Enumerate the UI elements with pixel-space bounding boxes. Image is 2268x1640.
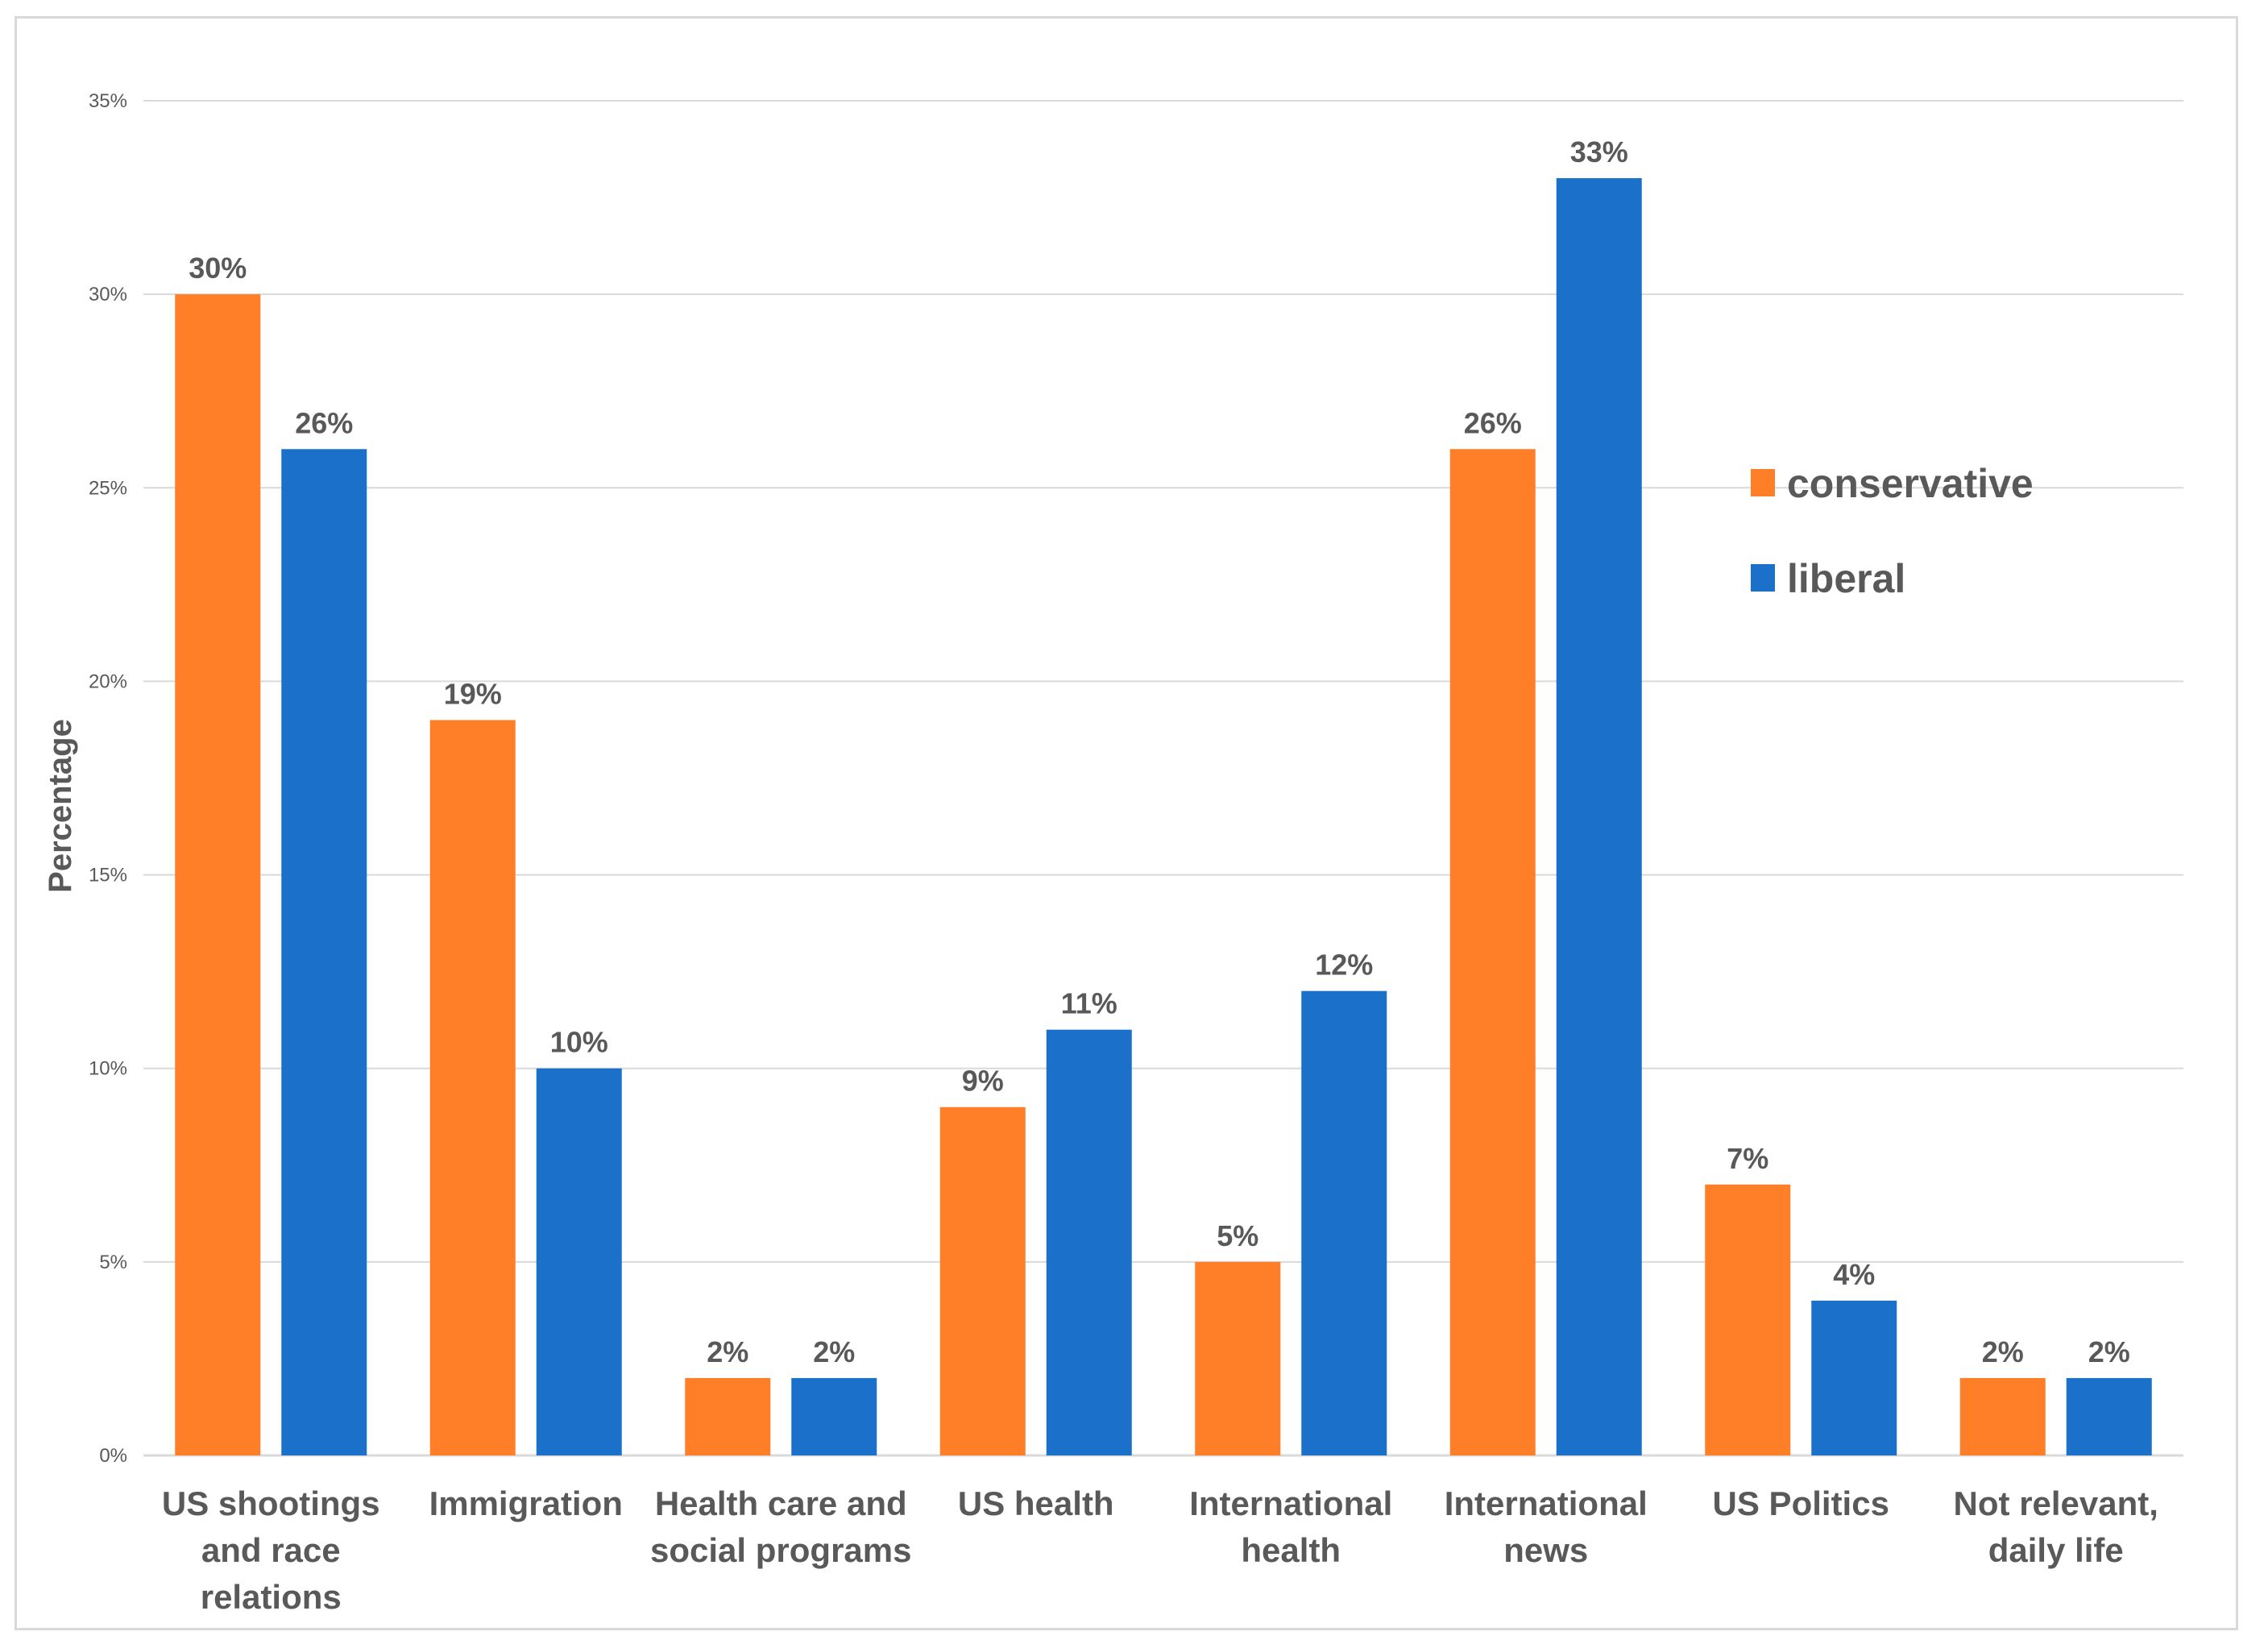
- bar-conservative: [685, 1377, 771, 1455]
- category-label: US Politics: [1713, 1484, 1889, 1522]
- data-label-liberal: 26%: [295, 406, 353, 439]
- category-label: US shootings and race relations: [162, 1484, 380, 1616]
- legend-swatch-liberal: [1751, 564, 1775, 592]
- data-label-conservative: 26%: [1464, 406, 1522, 439]
- y-tick-label: 0%: [99, 1445, 127, 1467]
- bar-conservative: [939, 1106, 1026, 1455]
- data-label-liberal: 4%: [1833, 1258, 1875, 1291]
- y-axis-ticks: 0% 5% 10% 15% 20% 25% 30% 35%: [89, 90, 127, 1467]
- data-label-liberal: 33%: [1570, 135, 1628, 168]
- bar-conservative: [175, 294, 261, 1456]
- category-label: Not relevant, daily life: [1954, 1484, 2158, 1569]
- bar-liberal: [2066, 1377, 2152, 1455]
- data-label-liberal: 12%: [1315, 949, 1373, 982]
- bar-conservative: [1705, 1184, 1791, 1455]
- bars: [175, 178, 2152, 1456]
- category-label: Immigration: [429, 1484, 623, 1522]
- y-tick-label: 35%: [89, 90, 127, 112]
- y-tick-label: 15%: [89, 865, 127, 886]
- data-label-liberal: 10%: [550, 1026, 608, 1059]
- bar-liberal: [536, 1068, 622, 1455]
- category-label: US health: [958, 1484, 1114, 1522]
- y-axis-label: Percentage: [43, 719, 78, 893]
- y-tick-label: 10%: [89, 1058, 127, 1080]
- bar-conservative: [429, 720, 516, 1455]
- data-labels: 30% 26% 19% 10% 2% 2% 9% 11% 5% 12% 26% 33% 7% 4% 2% 2%: [189, 135, 2130, 1368]
- legend-label-liberal: liberal: [1787, 556, 1905, 601]
- bar-liberal: [1046, 1029, 1132, 1455]
- y-tick-label: 25%: [89, 477, 127, 499]
- category-label: International news: [1445, 1484, 1648, 1569]
- category-label: International health: [1189, 1484, 1392, 1569]
- data-label-liberal: 2%: [2088, 1335, 2130, 1368]
- data-label-conservative: 7%: [1727, 1142, 1768, 1175]
- legend-label-conservative: conservative: [1787, 461, 2034, 506]
- bar-liberal: [1301, 990, 1387, 1455]
- data-label-conservative: 19%: [444, 677, 502, 710]
- bar-liberal: [1556, 178, 1642, 1456]
- x-axis-categories: US shootings and race relations Immigration…: [162, 1484, 2158, 1616]
- data-label-conservative: 2%: [707, 1335, 748, 1368]
- bar-conservative: [1195, 1261, 1281, 1455]
- data-label-conservative: 2%: [1982, 1335, 2024, 1368]
- category-label: Health care and social programs: [650, 1484, 911, 1569]
- bar-liberal: [281, 449, 367, 1456]
- bar-liberal: [791, 1377, 877, 1455]
- data-label-conservative: 9%: [962, 1065, 1004, 1098]
- data-label-conservative: 30%: [189, 251, 247, 284]
- data-label-liberal: 2%: [813, 1335, 855, 1368]
- y-tick-label: 20%: [89, 671, 127, 692]
- data-label-conservative: 5%: [1217, 1219, 1258, 1252]
- legend: conservative liberal: [1751, 461, 2034, 601]
- y-tick-label: 5%: [99, 1252, 127, 1273]
- bar-conservative: [1449, 449, 1536, 1456]
- bar-conservative: [1959, 1377, 2046, 1455]
- y-tick-label: 30%: [89, 284, 127, 305]
- data-label-liberal: 11%: [1061, 987, 1117, 1020]
- bar-liberal: [1811, 1300, 1897, 1455]
- legend-swatch-conservative: [1751, 469, 1775, 496]
